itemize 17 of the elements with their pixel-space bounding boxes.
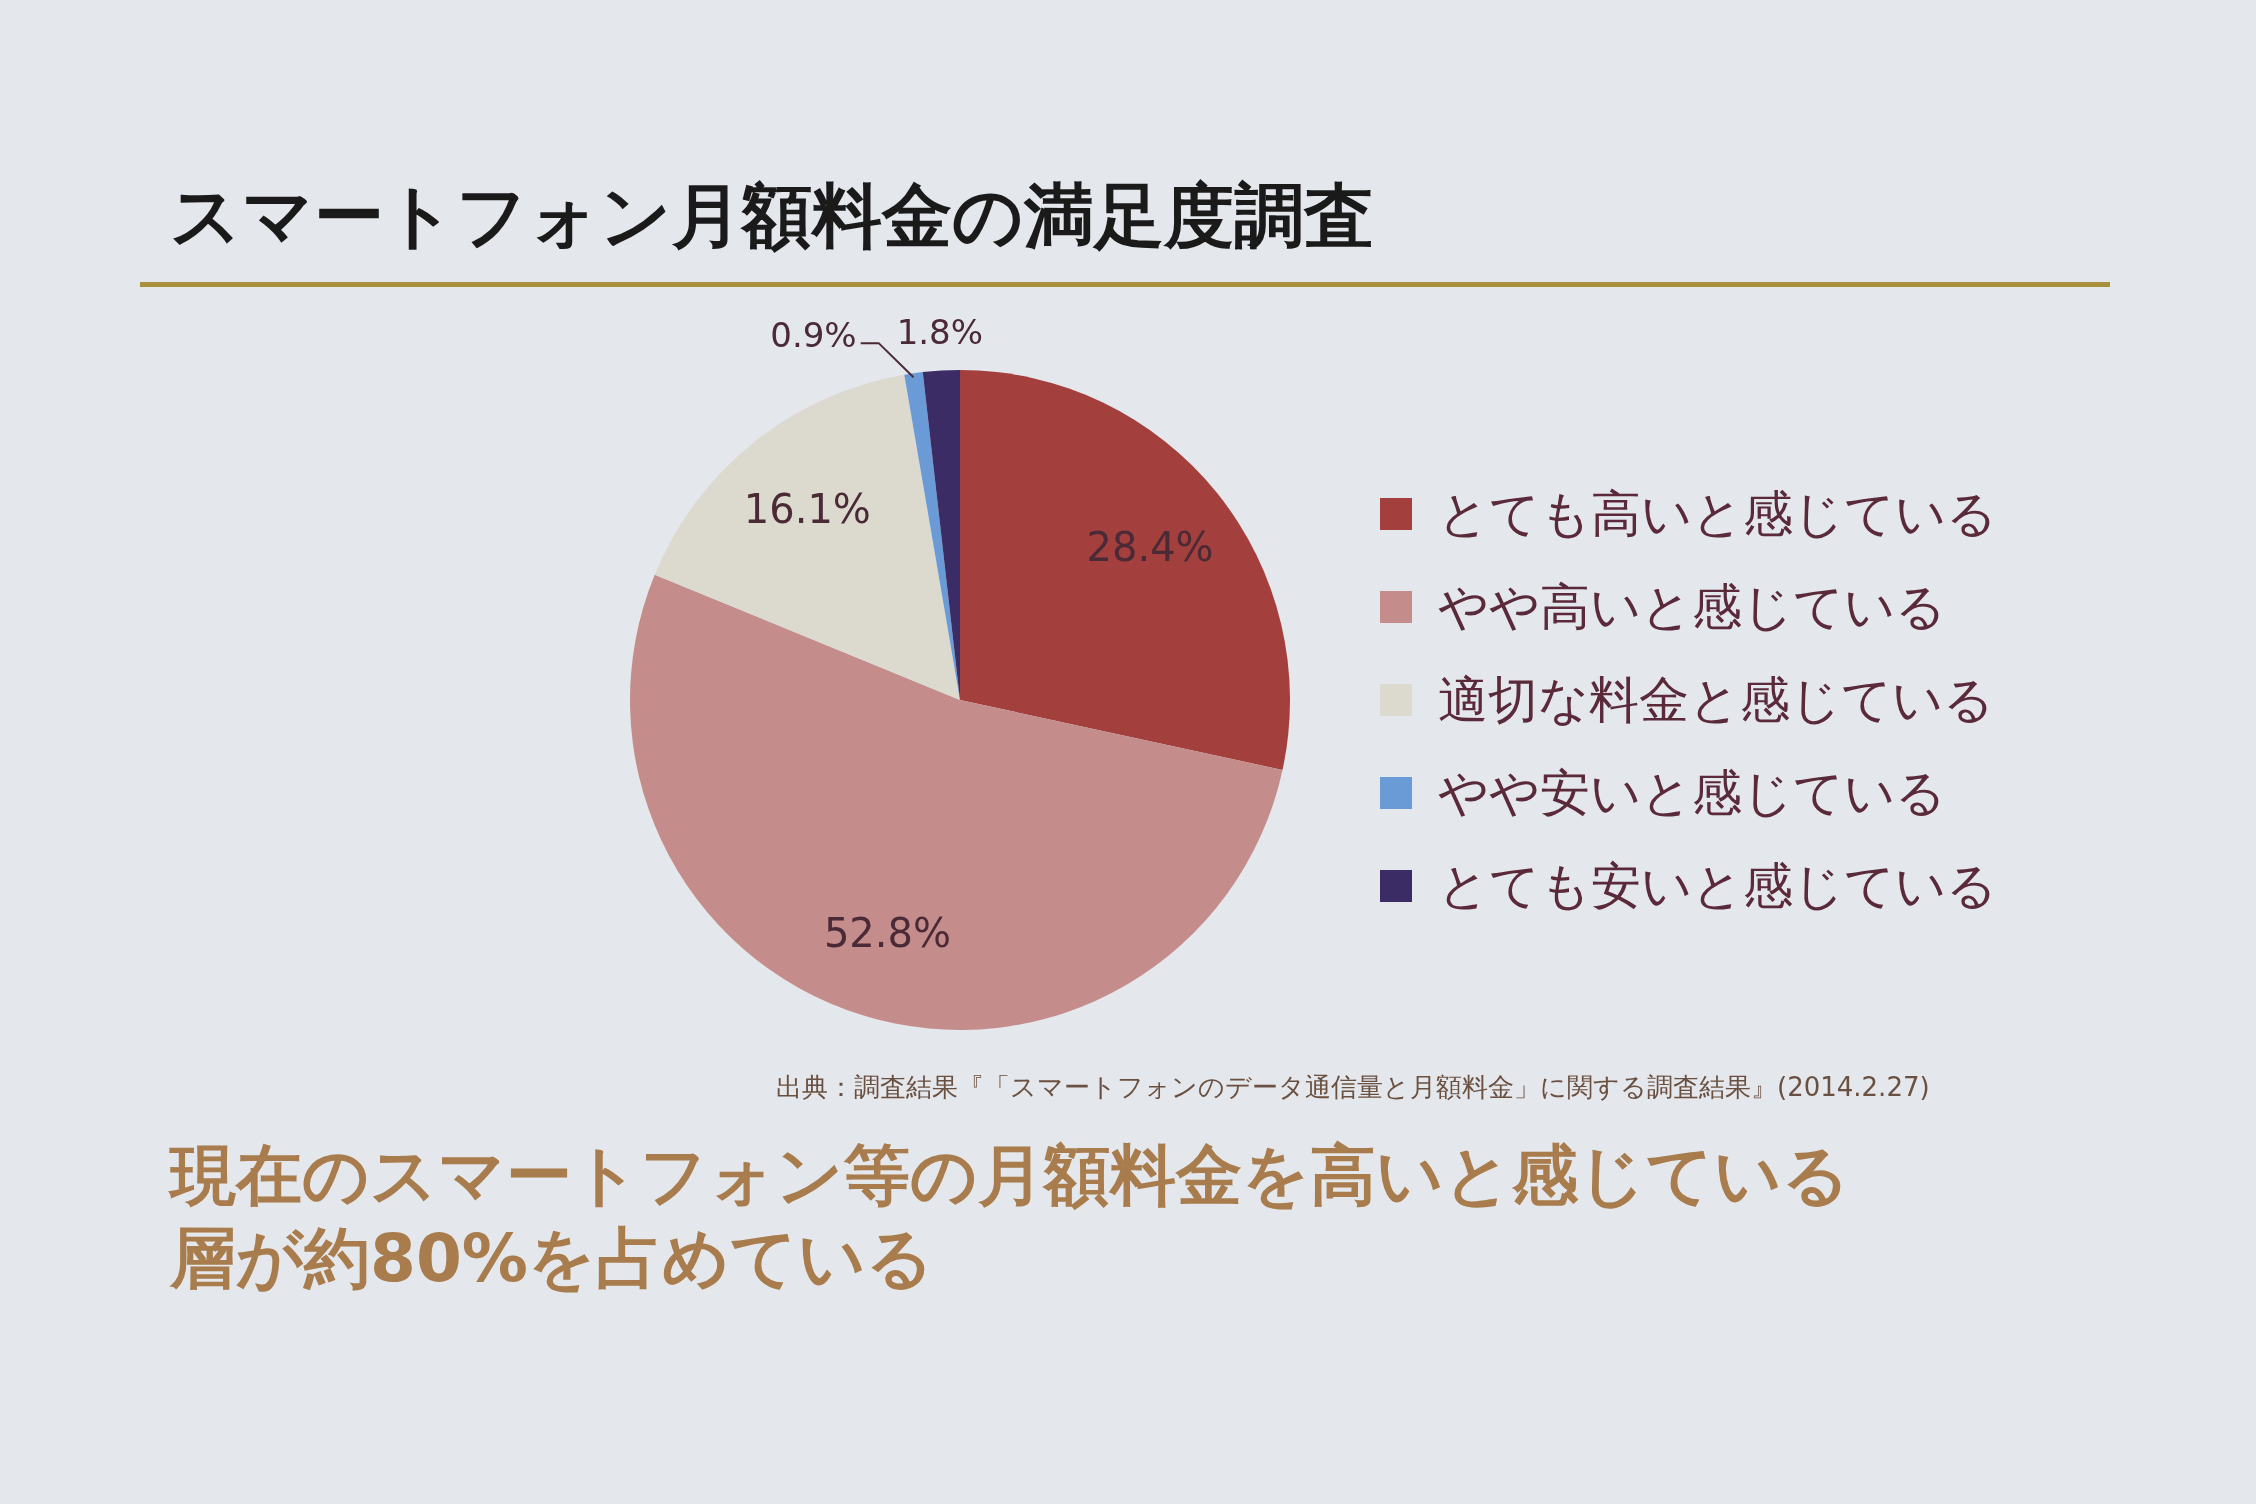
chart-title: スマートフォン月額料金の満足度調査 [170, 174, 1374, 259]
data-label: 28.4% [1086, 523, 1214, 570]
pie-slice [654, 374, 960, 700]
legend-label: やや高いと感じている [1438, 576, 1946, 638]
data-label: 1.8% [896, 312, 984, 353]
legend-label: やや安いと感じている [1438, 762, 1946, 824]
pie-slice [630, 574, 1283, 1030]
data-label: 0.9% [770, 315, 857, 356]
text: 現在のスマートフォン等の月額料金を高いと感じている層が約80%を占めている [170, 1136, 1851, 1299]
source-note: 出典：調査結果『「スマートフォンのデータ通信量と月額料金」に関する調査結果』(2014.2.27) [776, 1071, 1930, 1104]
legend-label: 適切な料金と感じている [1438, 669, 1994, 731]
data-label: 52.8% [823, 910, 951, 957]
pie-slice [904, 372, 960, 700]
pie-slice [960, 370, 1290, 770]
legend-label: とても高いと感じている [1438, 483, 1997, 545]
data-label: 16.1% [743, 486, 871, 533]
legend-label: とても安いと感じている [1438, 855, 1997, 917]
